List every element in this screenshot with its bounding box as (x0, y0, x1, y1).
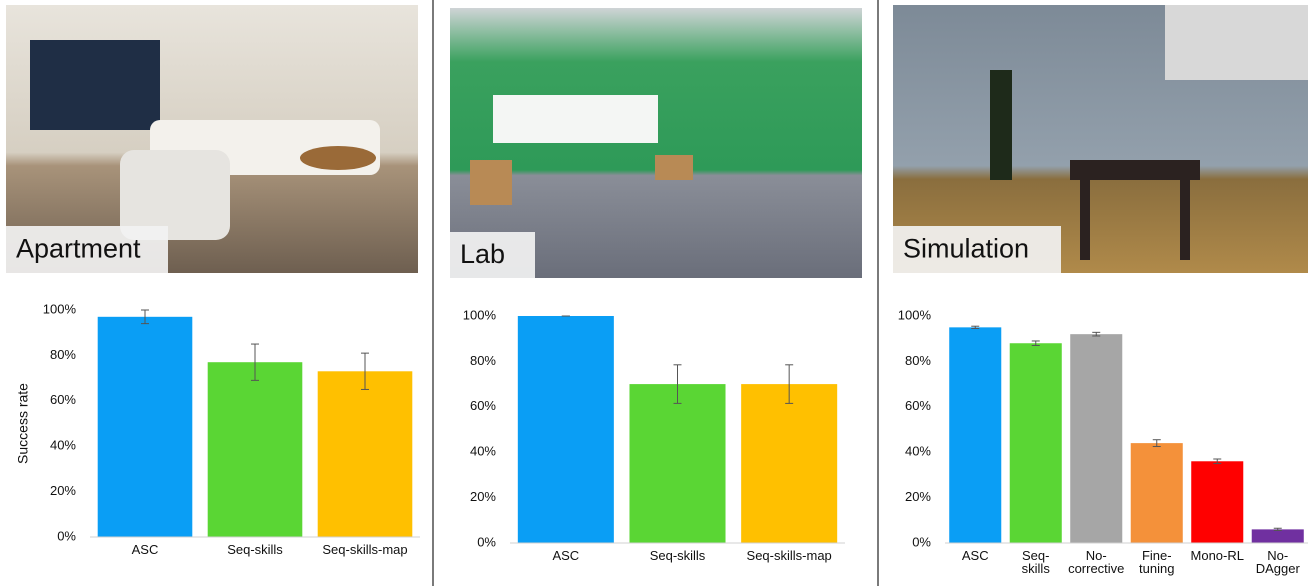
y-tick-label: 100% (463, 307, 497, 322)
bar (949, 327, 1001, 543)
x-tick-label-line: Mono-RL (1191, 548, 1244, 563)
y-tick-label: 80% (470, 353, 496, 368)
x-tick-label-line: Seq-skills-map (322, 542, 407, 557)
bar (1131, 443, 1183, 543)
y-tick-label: 100% (43, 301, 77, 316)
y-tick-label: 0% (912, 534, 931, 549)
bar (1010, 343, 1062, 543)
y-tick-label: 80% (905, 353, 931, 368)
y-tick-label: 20% (905, 489, 931, 504)
bar (1252, 529, 1304, 543)
image-label: Lab (460, 239, 505, 269)
y-tick-label: 40% (905, 444, 931, 459)
x-tick-label: ASC (962, 548, 989, 563)
y-tick-label: 80% (50, 347, 76, 362)
x-tick-label-line: Seq-skills (650, 548, 706, 563)
y-tick-label: 60% (905, 398, 931, 413)
y-tick-label: 0% (57, 528, 76, 543)
bar (98, 317, 193, 537)
bar (518, 316, 614, 543)
x-tick-label: No-DAgger (1256, 548, 1301, 576)
x-tick-label-line: DAgger (1256, 561, 1301, 576)
x-tick-label: ASC (552, 548, 579, 563)
y-axis-label: Success rate (15, 383, 31, 464)
x-tick-label: Seq-skills (1022, 548, 1051, 576)
bar (1191, 461, 1243, 543)
x-tick-label: Fine-tuning (1139, 548, 1174, 576)
x-tick-label: ASC (132, 542, 159, 557)
x-tick-label: Seq-skills-map (747, 548, 832, 563)
y-tick-label: 20% (50, 483, 76, 498)
image-label: Simulation (903, 234, 1029, 264)
y-tick-label: 20% (470, 489, 496, 504)
image-label: Apartment (16, 234, 141, 264)
x-tick-label-line: ASC (962, 548, 989, 563)
x-tick-label: No-corrective (1068, 548, 1124, 576)
x-tick-label: Seq-skills-map (322, 542, 407, 557)
error-bar (971, 326, 979, 328)
y-tick-label: 40% (470, 444, 496, 459)
x-tick-label-line: ASC (132, 542, 159, 557)
x-tick-label: Mono-RL (1191, 548, 1244, 563)
x-tick-label-line: Seq-skills-map (747, 548, 832, 563)
x-tick-label: Seq-skills (227, 542, 283, 557)
bar (1070, 334, 1122, 543)
y-tick-label: 0% (477, 534, 496, 549)
y-tick-label: 100% (898, 307, 932, 322)
y-tick-label: 60% (470, 398, 496, 413)
bar (629, 384, 725, 543)
bar (741, 384, 837, 543)
y-tick-label: 40% (50, 438, 76, 453)
x-tick-label-line: tuning (1139, 561, 1174, 576)
bar (318, 371, 413, 537)
x-tick-label-line: skills (1022, 561, 1051, 576)
x-tick-label-line: Seq-skills (227, 542, 283, 557)
x-tick-label-line: ASC (552, 548, 579, 563)
x-tick-label-line: corrective (1068, 561, 1124, 576)
figure: Apartment 0% 20% 40% 60% 80% 100% Success rate A… (0, 0, 1312, 586)
x-tick-label: Seq-skills (650, 548, 706, 563)
y-tick-label: 60% (50, 392, 76, 407)
bar (208, 362, 303, 537)
